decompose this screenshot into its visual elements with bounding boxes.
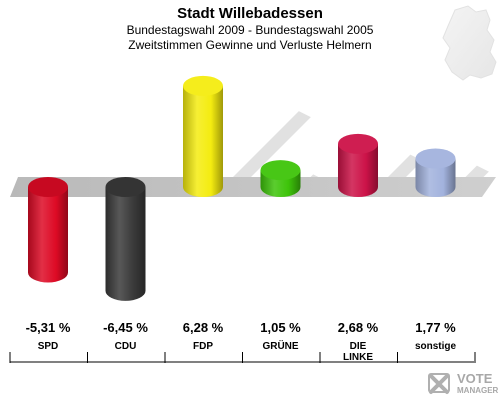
bar-spd <box>28 177 68 283</box>
logo-text-vote: VOTE <box>457 371 493 386</box>
bar-grüne <box>260 160 301 197</box>
ballot-cross-icon <box>428 373 450 394</box>
value-label-4: 2,68 % <box>338 320 379 335</box>
value-label-2: 6,28 % <box>183 320 224 335</box>
bar-fdp <box>183 75 223 197</box>
bar-body-2 <box>183 85 223 197</box>
category-label-0: SPD <box>38 341 59 352</box>
chart-titles: Stadt Willebadessen Bundestagswahl 2009 … <box>0 0 500 53</box>
bar-cap-0 <box>28 177 68 197</box>
bar-cap-4 <box>338 133 378 154</box>
bar-cap-3 <box>260 160 301 181</box>
chart-title: Stadt Willebadessen <box>177 5 323 22</box>
bar-cap-2 <box>183 75 223 96</box>
bar-sonstige <box>415 148 456 197</box>
category-label-3: GRÜNE <box>262 339 298 352</box>
bar-body-1 <box>105 187 146 301</box>
value-label-1: -6,45 % <box>103 320 148 335</box>
chart-subtitle-line2: Zweitstimmen Gewinne und Verluste Helmer… <box>128 38 372 52</box>
logo-text-manager: MANAGER <box>457 386 499 395</box>
bar-cap-1 <box>105 177 146 197</box>
category-label-4-line0: DIE <box>350 341 367 352</box>
category-label-4-line1: LINKE <box>343 352 373 363</box>
bar-cdu <box>105 177 146 301</box>
germany-map-icon <box>442 5 497 81</box>
bar-cap-5 <box>415 148 456 169</box>
bar-body-0 <box>28 187 68 283</box>
category-label-5: sonstige <box>415 341 457 352</box>
bar-shadow-2 <box>223 111 311 191</box>
vote-manager-logo: VOTE MANAGER <box>428 371 499 395</box>
value-label-0: -5,31 % <box>26 320 71 335</box>
bar-body-4 <box>338 143 378 197</box>
bar-body-5 <box>415 158 456 197</box>
category-label-2: FDP <box>193 341 213 352</box>
bar-die-linke <box>338 133 378 197</box>
value-label-3: 1,05 % <box>260 320 301 335</box>
value-label-5: 1,77 % <box>415 320 456 335</box>
chart-subtitle-line1: Bundestagswahl 2009 - Bundestagswahl 200… <box>126 23 374 37</box>
category-label-1: CDU <box>115 341 137 352</box>
